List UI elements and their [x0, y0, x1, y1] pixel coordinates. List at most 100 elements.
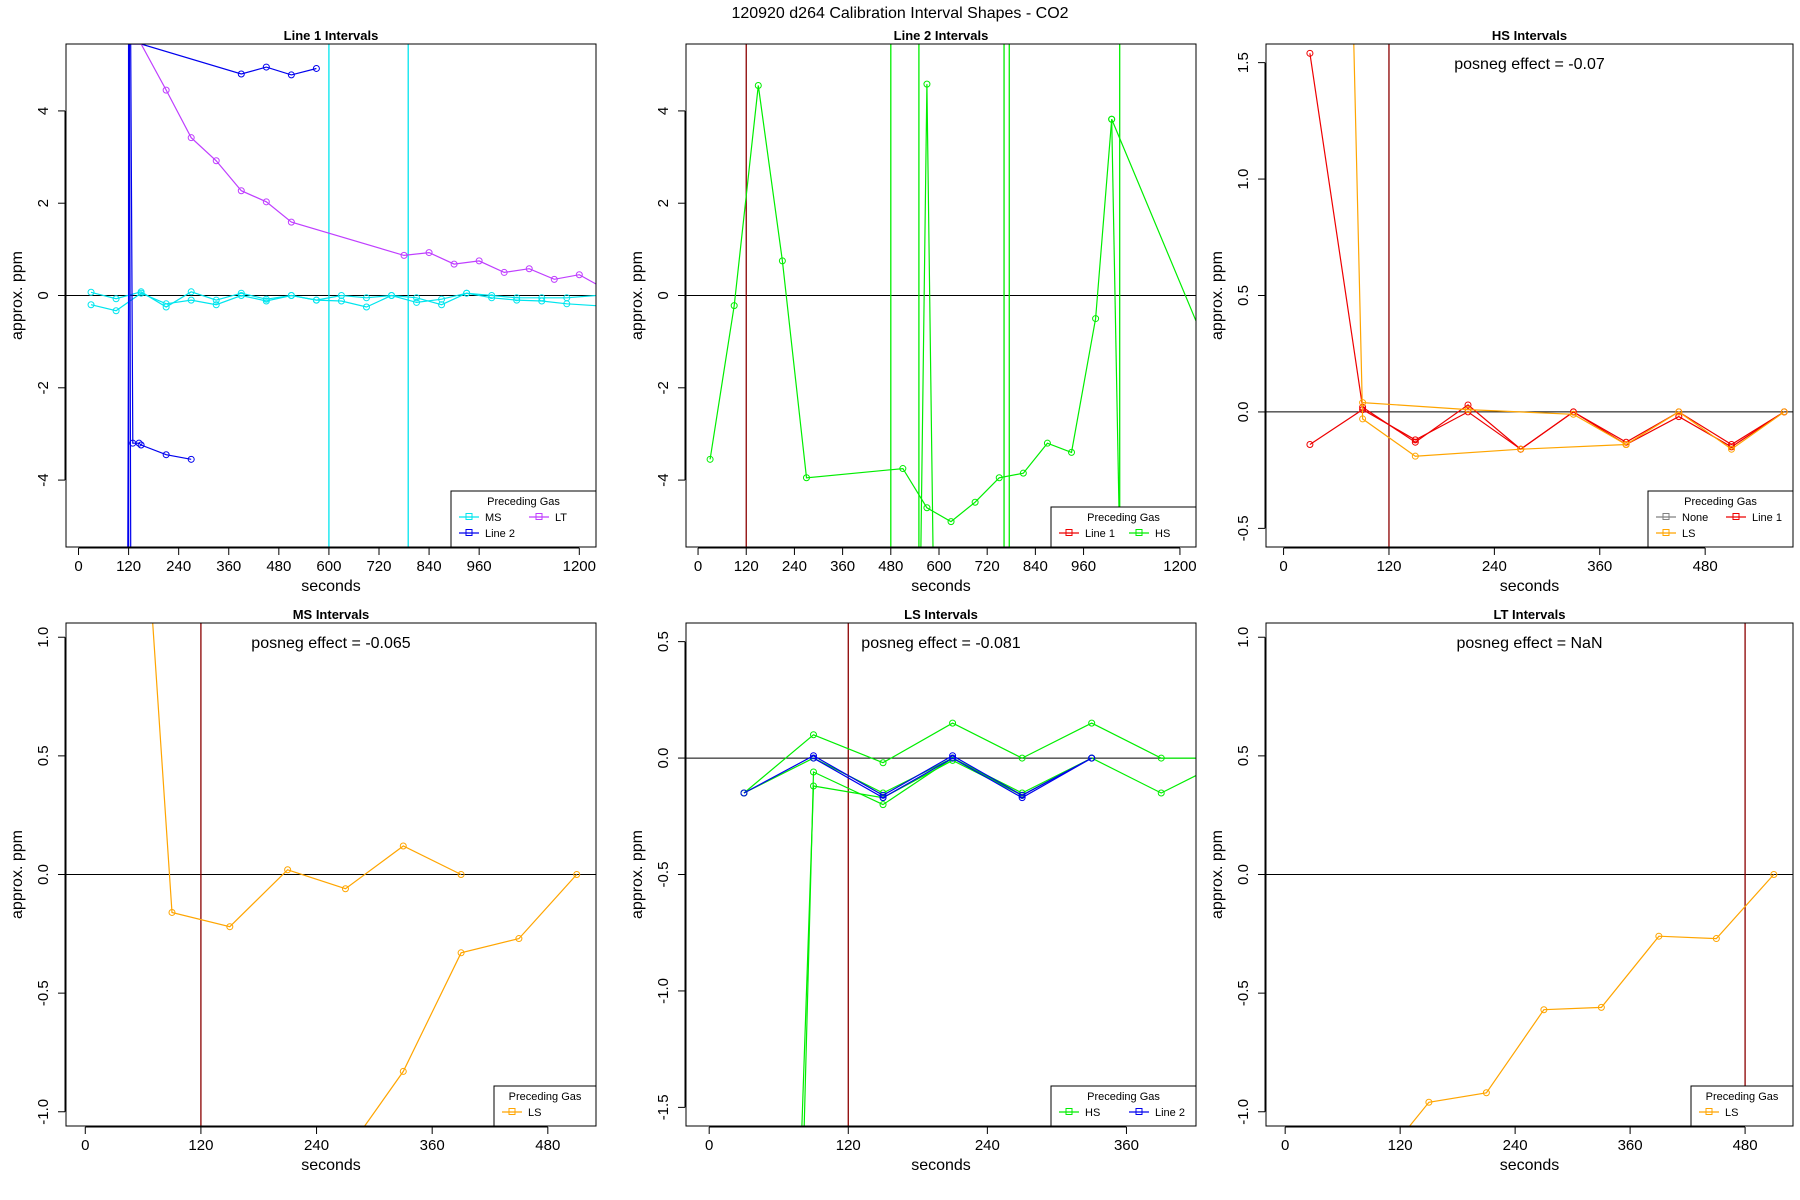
data-point: [162, 303, 170, 311]
legend-swatch-marker: [1065, 529, 1073, 536]
data-point: [187, 296, 195, 304]
series-line: [1309, 408, 1785, 450]
series-line: [1353, 44, 1785, 457]
x-tick-label: 480: [1693, 558, 1718, 575]
panel-title: Line 1 Intervals: [284, 28, 379, 43]
y-tick-label: 0.5: [35, 745, 52, 766]
x-tick-label: 360: [216, 558, 241, 575]
data-point: [971, 498, 979, 506]
data-point: [226, 923, 234, 931]
data-point: [879, 759, 887, 767]
data-point: [262, 297, 270, 305]
data-point: [287, 218, 295, 226]
data-point: [995, 474, 1003, 482]
x-tick-label: 0: [1281, 1137, 1289, 1154]
x-tick-label: 1200: [1163, 558, 1196, 575]
y-tick-label: -0.5: [1235, 515, 1252, 541]
series-line: [920, 84, 934, 547]
x-tick-label: 240: [1482, 558, 1507, 575]
y-tick-label: 0.5: [1235, 285, 1252, 306]
data-point: [212, 157, 220, 165]
plot-frame: [685, 622, 1197, 1127]
x-axis-label: seconds: [1500, 1157, 1560, 1174]
data-point: [457, 949, 465, 957]
data-point: [575, 271, 583, 279]
legend-title: Preceding Gas: [1087, 1091, 1160, 1103]
data-point: [362, 303, 370, 311]
data-point: [237, 289, 245, 297]
x-tick-label: 240: [166, 558, 191, 575]
panel-title: LT Intervals: [1493, 607, 1565, 622]
data-point: [312, 64, 320, 72]
legend-title: Preceding Gas: [1684, 496, 1757, 508]
legend-title: Preceding Gas: [487, 496, 560, 508]
y-tick-label: -4: [35, 473, 52, 486]
data-point: [187, 455, 195, 463]
plot-area: [66, 44, 596, 547]
data-point: [525, 265, 533, 273]
data-point: [413, 294, 421, 302]
legend-box: [1050, 1085, 1197, 1127]
y-tick-label: 0.5: [655, 631, 672, 652]
legend-swatch-marker: [1135, 529, 1143, 536]
y-tick-label: 1.0: [1235, 169, 1252, 190]
x-tick-label: 240: [1503, 1137, 1528, 1154]
y-tick-label: -0.5: [1235, 980, 1252, 1006]
legend-swatch-marker: [1662, 513, 1670, 520]
data-point: [550, 275, 558, 283]
data-point: [1675, 413, 1683, 421]
data-point: [1157, 754, 1165, 762]
data-point: [1306, 441, 1314, 449]
series-line: [130, 44, 192, 460]
legend-entry: Line 2: [1155, 1107, 1185, 1119]
data-point: [284, 866, 292, 874]
data-point: [137, 441, 145, 449]
legend: Preceding Gas Line 1 HS: [1050, 506, 1197, 548]
plot-area: [66, 623, 596, 1126]
legend-entry: HS: [1155, 528, 1170, 540]
data-point: [899, 465, 907, 473]
data-point: [112, 295, 120, 303]
data-point: [810, 754, 817, 762]
data-point: [312, 296, 320, 304]
data-point: [1019, 469, 1027, 477]
x-tick-label: 360: [1114, 1137, 1139, 1154]
x-tick-label: 360: [1618, 1137, 1643, 1154]
legend-box: [450, 490, 597, 548]
data-point: [488, 294, 496, 302]
legend-swatch-marker: [1065, 1108, 1073, 1115]
x-tick-label: 480: [266, 558, 291, 575]
data-point: [1088, 754, 1096, 762]
plot-area: [686, 44, 1196, 547]
legend-entry: Line 2: [485, 528, 515, 540]
x-axis-label: seconds: [301, 578, 361, 595]
plot-frame: [65, 43, 597, 548]
data-point: [563, 294, 571, 302]
x-tick-label: 240: [975, 1137, 1000, 1154]
data-point: [949, 719, 957, 727]
data-point: [778, 257, 786, 265]
data-point: [212, 296, 220, 304]
y-tick-label: -1.5: [655, 1094, 672, 1120]
data-point: [137, 288, 145, 296]
x-tick-label: 480: [535, 1137, 560, 1154]
y-tick-label: 0.0: [1235, 402, 1252, 423]
legend-box: [1647, 490, 1794, 548]
y-tick-label: 1.0: [1235, 627, 1252, 648]
data-point: [1712, 935, 1720, 943]
data-point: [1068, 448, 1076, 456]
data-point: [730, 302, 738, 310]
x-tick-label: 960: [1071, 558, 1096, 575]
data-point: [450, 260, 458, 268]
data-point: [237, 292, 245, 299]
data-point: [879, 794, 887, 802]
data-point: [1770, 871, 1778, 878]
series-line: [1409, 874, 1775, 1126]
legend-entry: HS: [1085, 1107, 1100, 1119]
x-tick-label: 960: [467, 558, 492, 575]
data-point: [923, 504, 931, 512]
x-tick-label: 480: [878, 558, 903, 575]
data-point: [388, 292, 396, 299]
data-point: [1411, 436, 1419, 444]
